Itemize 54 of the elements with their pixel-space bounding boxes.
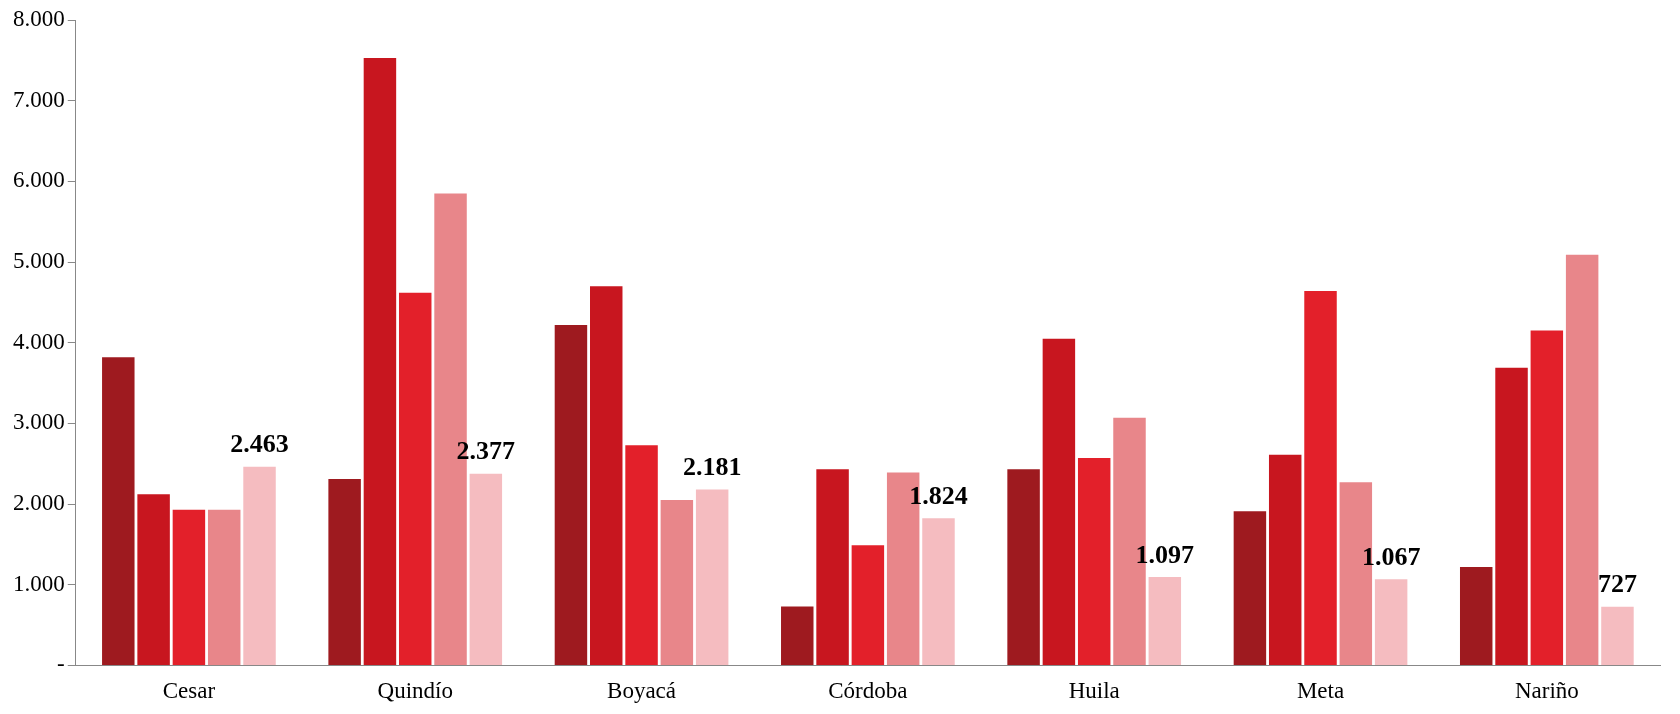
bar: [816, 469, 849, 665]
bar: [1304, 291, 1337, 665]
bar: [590, 286, 623, 665]
bar: [1601, 606, 1634, 665]
bar: [172, 509, 206, 665]
x-tick-label: Boyacá: [607, 678, 677, 704]
bar: [1530, 330, 1564, 665]
y-tick-label: 5.000: [13, 248, 65, 274]
y-tick-label: 1.000: [13, 570, 65, 596]
x-tick-label: Córdoba: [828, 678, 908, 704]
x-tick-label: Nariño: [1514, 678, 1579, 704]
data-label: 2.463: [230, 429, 289, 459]
data-label: 2.181: [682, 452, 742, 482]
bar: [695, 489, 729, 665]
bar: [554, 324, 588, 665]
data-label: 1.097: [1135, 539, 1195, 569]
data-label: 1.824: [909, 480, 968, 510]
bar: [1374, 579, 1408, 665]
data-label: 1.067: [1361, 542, 1421, 572]
bar: [1148, 576, 1182, 665]
x-tick-label: Quindío: [377, 678, 453, 704]
bar: [781, 606, 814, 665]
bar: [851, 545, 885, 665]
bar: [625, 445, 658, 665]
y-tick-label: 2.000: [13, 490, 65, 516]
bar: [137, 494, 170, 665]
y-tick-label: 8.000: [13, 6, 65, 32]
bar: [1459, 566, 1493, 665]
bar: [1233, 511, 1267, 665]
y-tick-label: -: [57, 651, 65, 677]
data-label: 2.377: [456, 436, 516, 466]
bar: [1007, 469, 1040, 665]
data-label: 727: [1597, 569, 1637, 599]
x-tick-label: Huila: [1068, 678, 1120, 704]
y-tick-label: 4.000: [13, 328, 65, 354]
y-tick-label: 6.000: [13, 167, 65, 193]
bar: [243, 466, 276, 665]
bar: [1042, 338, 1076, 665]
bar: [1268, 454, 1302, 665]
bar: [922, 518, 955, 665]
bar: [102, 357, 135, 665]
bar: [1495, 367, 1528, 665]
bar: [1077, 458, 1111, 665]
bar: [328, 479, 361, 665]
bar: [207, 509, 241, 665]
y-tick-label: 7.000: [13, 86, 65, 112]
bar: [469, 473, 503, 665]
bar: [660, 500, 694, 665]
bar: [398, 292, 432, 665]
x-tick-label: Meta: [1296, 678, 1345, 704]
bar: [363, 57, 397, 665]
y-tick-label: 3.000: [13, 409, 65, 435]
bar: [1565, 254, 1599, 665]
x-tick-label: Cesar: [162, 678, 216, 704]
